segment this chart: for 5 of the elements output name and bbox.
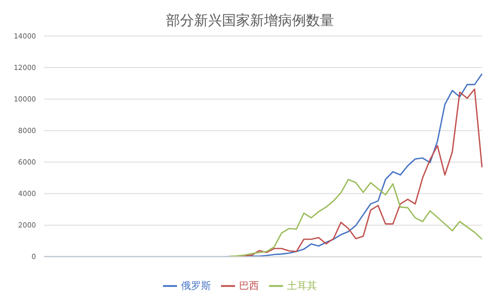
legend-label: 土耳其 bbox=[287, 280, 317, 292]
line-series bbox=[228, 178, 483, 257]
legend-label: 俄罗斯 bbox=[181, 280, 211, 292]
legend-label: 巴西 bbox=[239, 280, 259, 292]
chart-title: 部分新兴国家新增病例数量 bbox=[165, 12, 335, 31]
